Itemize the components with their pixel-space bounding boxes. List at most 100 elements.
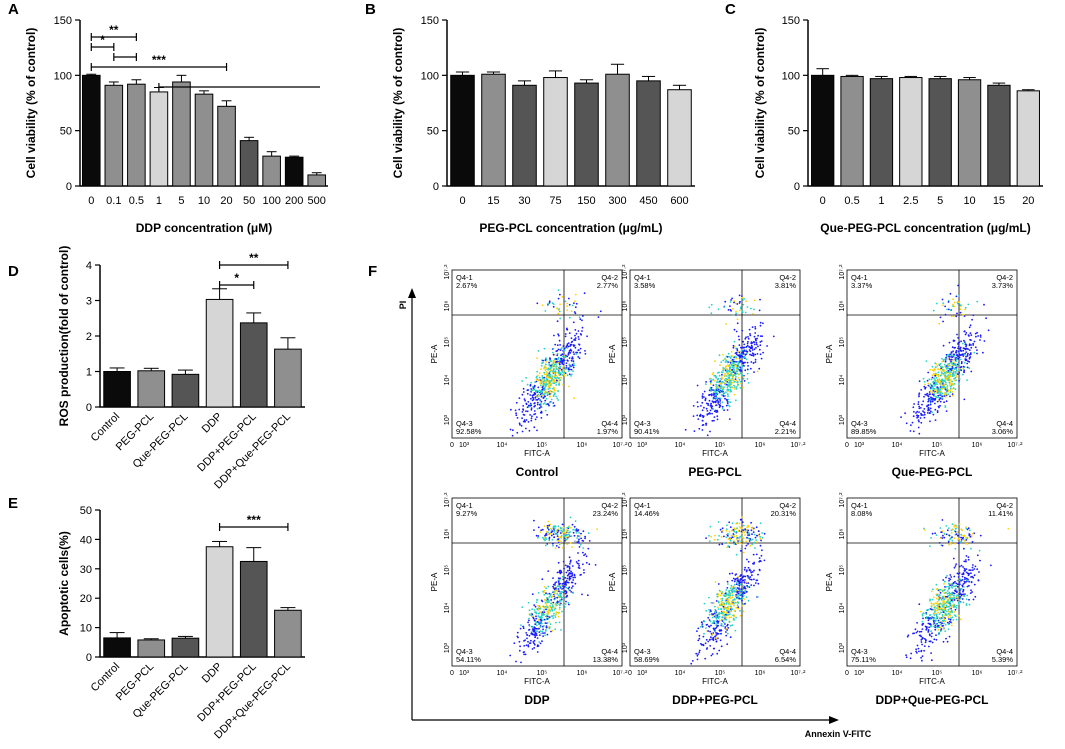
flow-event [938, 598, 941, 600]
flow-event [720, 361, 723, 363]
flow-event [731, 522, 734, 525]
flow-event [740, 535, 743, 538]
flow-event [976, 300, 979, 303]
flow-event [934, 608, 936, 611]
flow-x-tick-label: 10⁵ [537, 442, 548, 449]
flow-event [729, 390, 732, 393]
flow-event [936, 587, 939, 590]
flow-event [932, 603, 935, 605]
flow-event [739, 356, 742, 358]
flow-event [743, 586, 746, 588]
flow-event [917, 401, 920, 403]
flow-event [740, 370, 742, 372]
flow-event [939, 380, 941, 383]
flow-event [945, 591, 947, 594]
flow-event [750, 584, 753, 586]
flow-event [747, 599, 750, 602]
flow-event [551, 608, 553, 611]
flow-event [952, 364, 955, 366]
flow-event [707, 630, 710, 632]
x-axis-title: PEG-PCL concentration (μg/mL) [479, 221, 662, 235]
flow-event [557, 348, 560, 351]
flow-event [965, 355, 967, 358]
flow-event [721, 620, 724, 622]
flow-event [951, 616, 954, 619]
flow-event [750, 344, 753, 347]
flow-event [723, 603, 726, 606]
flow-event [726, 609, 728, 612]
flow-event [734, 302, 737, 305]
quadrant-label-q2-line: Q4-2 [996, 273, 1013, 282]
flow-event [729, 357, 732, 360]
flow-event [515, 412, 517, 415]
flow-event [734, 528, 737, 530]
bar [840, 75, 864, 187]
flow-event [555, 621, 557, 624]
flow-event [727, 376, 730, 379]
flow-event [930, 602, 933, 605]
flow-event [530, 389, 533, 392]
flow-event [719, 594, 722, 597]
flow-event [566, 533, 569, 536]
flow-event [581, 539, 584, 542]
flow-event [916, 410, 919, 413]
flow-event [747, 340, 749, 343]
x-tick-label: DDP+PEG-PCL [195, 661, 259, 725]
flow-event [530, 381, 532, 384]
flow-event [703, 620, 706, 623]
quadrant-label-q4-line: 3.06% [992, 427, 1014, 436]
flow-event [732, 533, 735, 535]
flow-x-tick-label: 10⁷·² [791, 670, 807, 677]
flow-event [920, 630, 923, 633]
flow-event [950, 351, 953, 354]
flow-event [742, 603, 745, 606]
flow-y-tick-label: 10⁷·² [622, 264, 629, 280]
flow-event [739, 307, 742, 310]
flow-event [941, 605, 944, 608]
flow-event [922, 612, 925, 615]
x-tick-label: 1 [878, 195, 884, 207]
flow-event [549, 395, 551, 398]
flow-event [746, 569, 748, 571]
flow-event [949, 541, 952, 544]
flow-event [959, 349, 962, 352]
flow-event [579, 333, 582, 335]
flow-y-tick-label: 10³ [839, 642, 846, 653]
flow-event [742, 351, 744, 354]
flow-event [558, 381, 561, 384]
x-tick-label: DDP+PEG-PCL [195, 411, 259, 475]
flow-event [720, 371, 723, 373]
flow-event [705, 422, 707, 425]
flow-event [951, 528, 953, 531]
flow-event [957, 302, 959, 305]
significance-label: ** [109, 23, 119, 37]
flow-event [756, 370, 759, 373]
flow-event [751, 538, 754, 541]
flow-event [757, 534, 760, 537]
flow-event [730, 610, 733, 613]
flow-event [954, 542, 956, 545]
flow-event [976, 331, 978, 334]
flow-event [910, 424, 912, 426]
flow-event [939, 404, 941, 407]
flow-event [568, 586, 571, 589]
flow-event [951, 366, 954, 368]
flow-event [553, 530, 555, 532]
flow-event [532, 615, 535, 618]
y-tick-label: 10 [80, 623, 92, 635]
flow-event [949, 596, 952, 598]
flow-event [920, 412, 922, 415]
flow-event [711, 400, 714, 403]
flow-event [939, 617, 942, 620]
flow-event [952, 582, 955, 585]
flow-event [763, 532, 766, 535]
flow-event [951, 604, 954, 607]
flow-event [582, 547, 585, 549]
flow-event [544, 384, 547, 386]
flow-event [743, 531, 746, 534]
flow-event [952, 384, 955, 386]
flow-event [734, 373, 737, 376]
flow-event [763, 559, 766, 562]
flow-event [733, 328, 736, 331]
